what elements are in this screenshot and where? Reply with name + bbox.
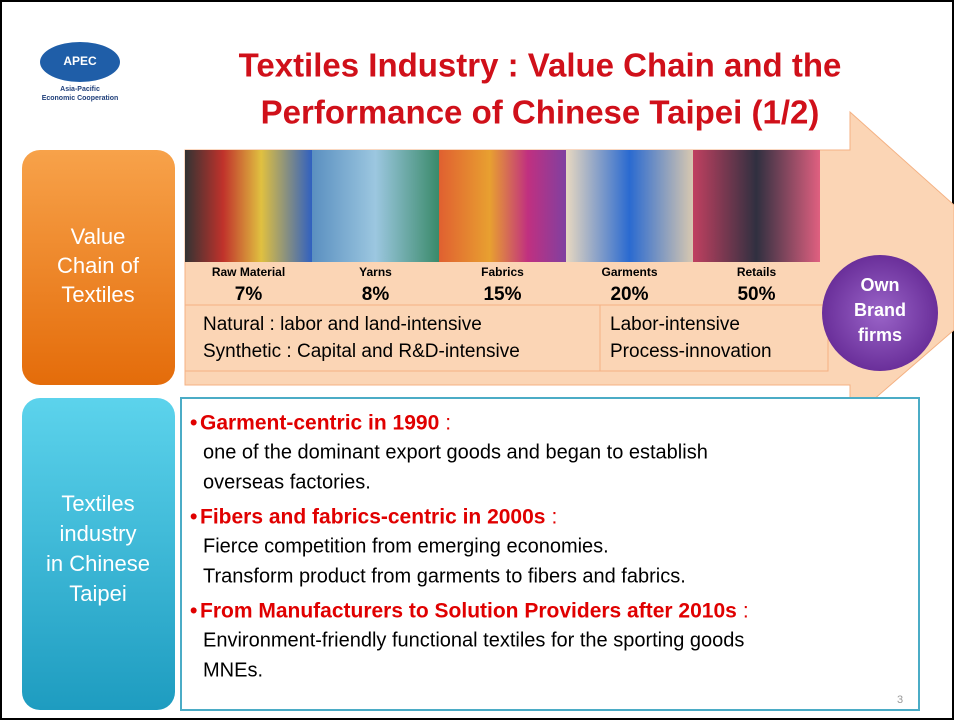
title: Textiles Industry : Value Chain and the	[239, 47, 842, 84]
bullet-text: Environment-friendly functional textiles…	[203, 629, 744, 651]
downstream-box	[599, 304, 829, 372]
stage-share: 15%	[483, 284, 521, 305]
stage-name: Yarns	[359, 265, 392, 279]
upstream-text: Natural : labor and land-intensive	[203, 314, 482, 335]
stage-image	[566, 150, 693, 262]
own-brand: Own Brand firms	[854, 275, 906, 345]
stage-name: Retails	[737, 265, 777, 279]
bullet-text: overseas factories.	[203, 471, 371, 493]
bullet-text: one of the dominant export goods and beg…	[203, 441, 708, 463]
stage-share: 50%	[737, 284, 775, 305]
stage-share: 20%	[610, 284, 648, 305]
stage-name: Garments	[601, 265, 657, 279]
logo-mark	[40, 42, 120, 82]
bullet-heading: From Manufacturers to Solution Providers…	[200, 600, 737, 623]
stage-image	[693, 150, 820, 262]
bullet-colon: :	[445, 412, 451, 435]
bullet-text: MNEs.	[203, 659, 263, 681]
downstream-text: Process-innovation	[610, 341, 772, 362]
bullet-colon: :	[551, 506, 557, 529]
stage-image	[312, 150, 439, 262]
bullet-colon: :	[743, 600, 749, 623]
logo-subtitle: Asia-Pacific	[60, 86, 100, 93]
value-chain-box	[22, 150, 175, 385]
stage-share: 7%	[235, 284, 263, 305]
value-chain-label: Value Chain of Textiles	[57, 224, 140, 307]
bullet-text: Transform product from garments to fiber…	[203, 565, 686, 587]
bullet-text: Fierce competition from emerging economi…	[203, 535, 609, 557]
stage-name: Raw Material	[212, 265, 285, 279]
upstream-text: Synthetic : Capital and R&D-intensive	[203, 341, 520, 362]
bullet-marker: •	[190, 506, 197, 529]
bullet-marker: •	[190, 412, 197, 435]
title: Performance of Chinese Taipei (1/2)	[261, 94, 820, 131]
own-brand-circle	[822, 255, 938, 371]
industry-box	[22, 398, 175, 710]
stage-image	[185, 150, 312, 262]
logo-subtitle: Economic Cooperation	[42, 95, 119, 102]
logo-name: APEC	[63, 54, 97, 68]
stage-image	[439, 150, 566, 262]
industry-label: Textiles industry in Chinese Taipei	[46, 491, 150, 606]
bullet-heading: Garment-centric in 1990	[200, 412, 439, 435]
downstream-text: Labor-intensive	[610, 314, 740, 335]
page-number: 3	[897, 694, 903, 706]
bullet-heading: Fibers and fabrics-centric in 2000s	[200, 506, 545, 529]
bullet-marker: •	[190, 600, 197, 623]
stage-name: Fabrics	[481, 265, 524, 279]
industry-content-box	[180, 397, 920, 711]
stage-share: 8%	[362, 284, 390, 305]
